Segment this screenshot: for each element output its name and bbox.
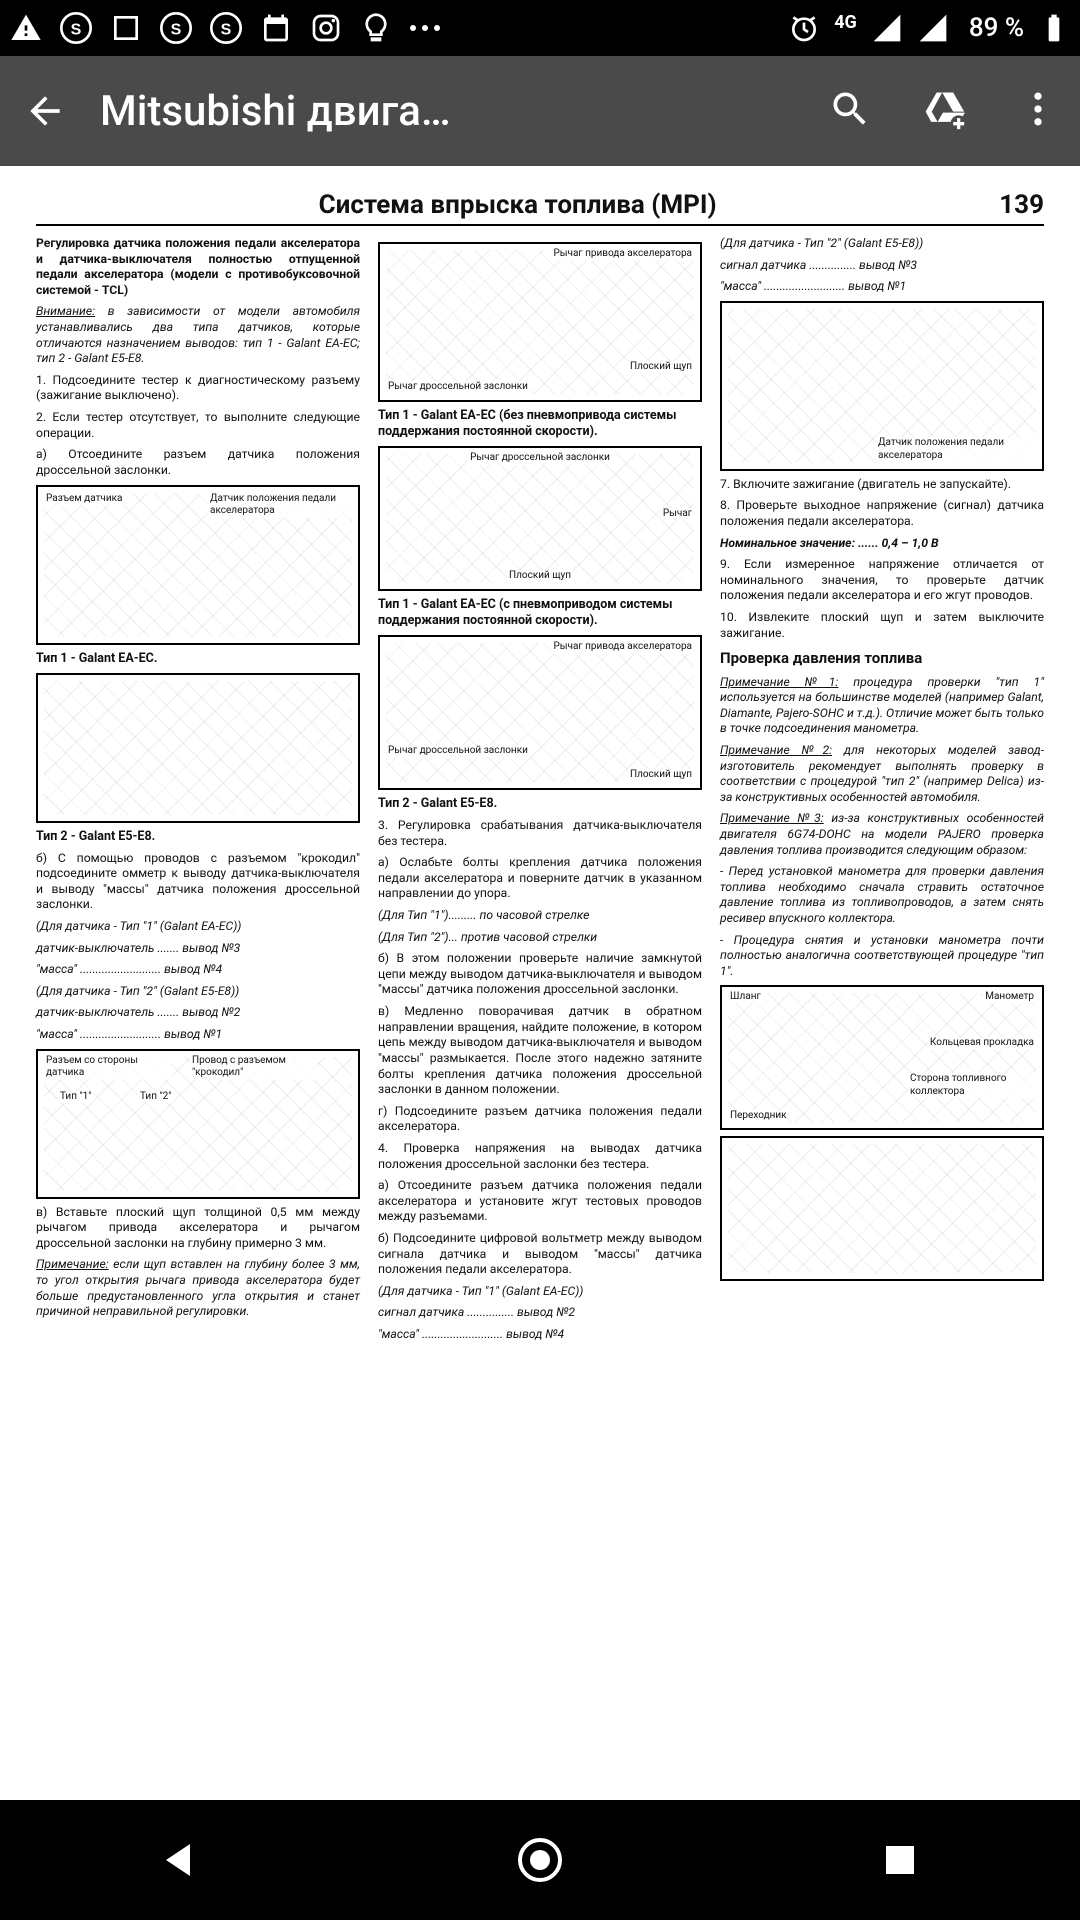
step-2: 2. Если тестер отсутствует, то выполните… — [36, 410, 360, 441]
step-3a: а) Ослабьте болты крепления датчика поло… — [378, 855, 702, 902]
figure-c1-1-caption: Тип 1 - Galant EA-EC. — [36, 651, 360, 667]
network-type: 4G — [834, 12, 857, 33]
step-2a: а) Отсоедините разъем датчика положения … — [36, 447, 360, 478]
app-bar: Mitsubishi двига… — [0, 56, 1080, 166]
sensor-2-a: датчик-выключатель ....... вывод №2 — [36, 1005, 360, 1021]
document-viewport[interactable]: Система впрыска топлива (MPI) 139 Регули… — [0, 166, 1080, 1800]
step-3v: в) Медленно поворачивая датчик в обратно… — [378, 1004, 702, 1098]
nominal-value: Номинальное значение: ...... 0,4 – 1,0 В — [720, 536, 1044, 552]
step-2b: б) С помощью проводов с разъемом "крокод… — [36, 851, 360, 913]
sensor-1-a: датчик-выключатель ....... вывод №3 — [36, 941, 360, 957]
col1-note: Примечание: если щуп вставлен на глубину… — [36, 1257, 360, 1319]
figure-c2-2-caption: Тип 1 - Galant EA-EC (с пневмоприводом с… — [378, 597, 702, 629]
nav-recent-button[interactable] — [855, 1815, 945, 1905]
overflow-menu-button[interactable] — [1016, 87, 1060, 135]
figure-c1-2-caption: Тип 2 - Galant E5-E8. — [36, 829, 360, 845]
app-title: Mitsubishi двига… — [100, 87, 451, 136]
figure-c2-3-caption: Тип 2 - Galant E5-E8. — [378, 796, 702, 812]
nav-back-button[interactable] — [135, 1815, 225, 1905]
app-icon-3: S — [160, 12, 192, 44]
status-bar: S S S 4G 89 % — [0, 0, 1080, 56]
figure-c1-2 — [36, 673, 360, 823]
section-title: Регулировка датчика положения педали акс… — [36, 236, 360, 298]
drive-add-button[interactable] — [922, 87, 966, 135]
c3-sensor-2-b: "масса" .......................... вывод… — [720, 279, 1044, 295]
figure-c3-1: Датчик положения педали акселератора — [720, 301, 1044, 471]
more-notifications-icon — [410, 25, 440, 31]
document-page: Система впрыска топлива (MPI) 139 Регули… — [0, 166, 1080, 1800]
battery-percent: 89 % — [969, 13, 1024, 43]
dash-1: - Перед установкой манометра для проверк… — [720, 864, 1044, 926]
dash-2: - Процедура снятия и установки манометра… — [720, 933, 1044, 980]
column-1: Регулировка датчика положения педали акс… — [36, 236, 360, 1349]
sensor-2-head: (Для датчика - Тип "2" (Galant E5-E8)) — [36, 984, 360, 1000]
section-title-2: Проверка давления топлива — [720, 649, 1044, 668]
alarm-icon — [788, 12, 820, 44]
navigation-bar — [0, 1800, 1080, 1920]
attention-note: Внимание: в зависимости от модели автомо… — [36, 304, 360, 366]
column-2: Рычаг привода акселератора Плоский щуп Р… — [378, 236, 702, 1349]
step-10: 10. Извлеките плоский щуп и затем выключ… — [720, 610, 1044, 641]
c2-sensor-1-a: сигнал датчика ............... вывод №2 — [378, 1305, 702, 1321]
figure-c1-3: Разъем со стороны датчика Провод с разъе… — [36, 1049, 360, 1199]
c2-sensor-1-b: "масса" .......................... вывод… — [378, 1327, 702, 1343]
app-icon-1: S — [60, 12, 92, 44]
figure-c2-1: Рычаг привода акселератора Плоский щуп Р… — [378, 242, 702, 402]
step-1: 1. Подсоедините тестер к диагностическом… — [36, 373, 360, 404]
c2-sensor-1-head: (Для датчика - Тип "1" (Galant EA-EC)) — [378, 1284, 702, 1300]
app-icon-4: S — [210, 12, 242, 44]
nav-home-button[interactable] — [495, 1815, 585, 1905]
step-9: 9. Если измеренное напряжение отличается… — [720, 557, 1044, 604]
figure-c3-2: Шланг Манометр Кольцевая прокладка Сторо… — [720, 985, 1044, 1130]
signal-icon-2 — [917, 12, 949, 44]
svg-text:S: S — [221, 22, 232, 39]
note-3: Примечание №3: из-за конструктивных особ… — [720, 811, 1044, 858]
warning-icon — [10, 12, 42, 44]
figure-c2-2: Рычаг дроссельной заслонки Рычаг Плоский… — [378, 446, 702, 591]
sensor-1-b: "масса" .......................... вывод… — [36, 962, 360, 978]
search-button[interactable] — [828, 87, 872, 135]
figure-c2-3: Рычаг привода акселератора Рычаг дроссел… — [378, 635, 702, 790]
page-heading: Система впрыска топлива (MPI) — [36, 190, 999, 220]
page-number: 139 — [999, 190, 1044, 220]
step-4b: б) Подсоедините цифровой вольтметр между… — [378, 1231, 702, 1278]
column-3: (Для датчика - Тип "2" (Galant E5-E8)) с… — [720, 236, 1044, 1349]
c3-sensor-2-head: (Для датчика - Тип "2" (Galant E5-E8)) — [720, 236, 1044, 252]
step-3b: б) В этом положении проверьте наличие за… — [378, 951, 702, 998]
instagram-icon — [310, 12, 342, 44]
sensor-2-b: "масса" .......................... вывод… — [36, 1027, 360, 1043]
step-8: 8. Проверьте выходное напряжение (сигнал… — [720, 498, 1044, 529]
step-2v: в) Вставьте плоский щуп толщиной 0,5 мм … — [36, 1205, 360, 1252]
step-7: 7. Включите зажигание (двигатель не запу… — [720, 477, 1044, 493]
step-3a-type1: (Для Тип "1")......... по часовой стрелк… — [378, 908, 702, 924]
step-4: 4. Проверка напряжения на выводах датчик… — [378, 1141, 702, 1172]
note-1: Примечание №1: процедура проверки "тип 1… — [720, 675, 1044, 737]
figure-c2-1-caption: Тип 1 - Galant EA-EC (без пневмопривода … — [378, 408, 702, 440]
figure-c3-3 — [720, 1136, 1044, 1281]
note-2: Примечание №2: для некоторых моделей зав… — [720, 743, 1044, 805]
step-4a: а) Отсоедините разъем датчика положения … — [378, 1178, 702, 1225]
battery-icon — [1038, 12, 1070, 44]
back-button[interactable] — [20, 86, 70, 136]
svg-text:S: S — [171, 22, 182, 39]
signal-icon-1 — [871, 12, 903, 44]
sensor-1-head: (Для датчика - Тип "1" (Galant EA-EC)) — [36, 919, 360, 935]
calendar-icon — [260, 12, 292, 44]
svg-text:S: S — [71, 22, 82, 39]
step-3g: г) Подсоедините разъем датчика положения… — [378, 1104, 702, 1135]
step-3a-type2: (Для Тип "2")... против часовой стрелки — [378, 930, 702, 946]
step-3: 3. Регулировка срабатывания датчика-выкл… — [378, 818, 702, 849]
c3-sensor-2-a: сигнал датчика ............... вывод №3 — [720, 258, 1044, 274]
bulb-icon — [360, 12, 392, 44]
figure-c1-1: Разъем датчика Датчик положения педали а… — [36, 485, 360, 645]
app-icon-2 — [110, 12, 142, 44]
